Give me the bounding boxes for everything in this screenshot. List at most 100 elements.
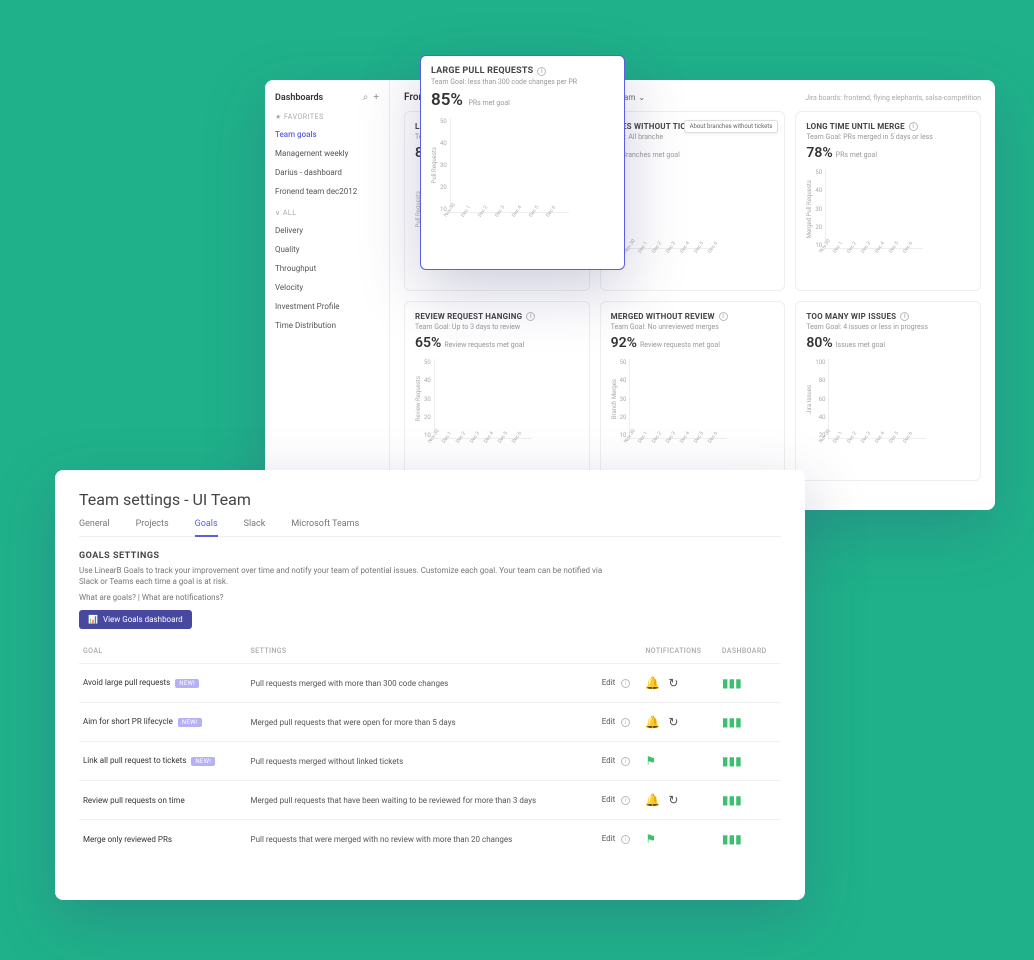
card-subtitle: Team Goal: Up to 3 days to review — [415, 323, 579, 331]
dashboards-sidebar: Dashboards ⌕ + ★ FAVORITES Team goalsMan… — [265, 80, 390, 510]
sidebar-item-management-weekly[interactable]: Management weekly — [275, 144, 379, 163]
sidebar-item-time-distribution[interactable]: Time Distribution — [275, 316, 379, 335]
info-icon[interactable]: i — [621, 796, 630, 805]
col-settings: SETTINGS — [247, 647, 598, 664]
tab-slack[interactable]: Slack — [244, 519, 266, 536]
goal-settings-text: Pull requests that were merged with no r… — [247, 820, 598, 859]
popup-subtitle: Team Goal: less than 300 code changes pe… — [431, 78, 614, 86]
col-notifications: NOTIFICATIONS — [641, 647, 718, 664]
sidebar-item-quality[interactable]: Quality — [275, 240, 379, 259]
card-pct-label: PRs met goal — [836, 151, 877, 159]
bar-chart-icon[interactable]: ▮▮▮ — [722, 754, 742, 768]
edit-link[interactable]: Edit — [602, 756, 616, 765]
card-title: TOO MANY WIP ISSUES — [806, 312, 896, 321]
sidebar-item-delivery[interactable]: Delivery — [275, 221, 379, 240]
sidebar-item-velocity[interactable]: Velocity — [275, 278, 379, 297]
card-pct-label: Issues met goal — [836, 341, 885, 349]
sidebar-item-team-goals[interactable]: Team goals — [275, 125, 379, 144]
goal-settings-text: Pull requests merged without linked tick… — [247, 742, 598, 781]
tab-general[interactable]: General — [79, 519, 110, 536]
card-pct-label: Branches met goal — [622, 151, 680, 159]
new-badge: NEW! — [191, 757, 215, 766]
bar-chart-icon[interactable]: ▮▮▮ — [722, 793, 742, 807]
repeat-icon[interactable]: ↻ — [668, 793, 678, 807]
col-dashboard: DASHBOARD — [718, 647, 781, 664]
card-subtitle: Team Goal: PRs merged in 5 days or less — [806, 133, 970, 141]
bar-chart-icon[interactable]: ▮▮▮ — [722, 715, 742, 729]
info-icon[interactable]: i — [537, 67, 546, 76]
tab-goals[interactable]: Goals — [195, 519, 218, 537]
info-icon[interactable]: i — [621, 679, 630, 688]
all-section-label[interactable]: ∨ ALL — [275, 209, 379, 217]
info-icon[interactable]: i — [909, 122, 918, 131]
edit-link[interactable]: Edit — [602, 795, 616, 804]
info-icon[interactable]: i — [900, 312, 909, 321]
goal-settings-text: Pull requests merged with more than 300 … — [247, 664, 598, 703]
metric-card-long-merge[interactable]: LONG TIME UNTIL MERGE i Team Goal: PRs me… — [795, 111, 981, 291]
edit-link[interactable]: Edit — [602, 834, 616, 843]
edit-link[interactable]: Edit — [602, 678, 616, 687]
chart-icon: 📊 — [88, 615, 98, 624]
goal-row: Merge only reviewed PRs Pull requests tha… — [79, 820, 781, 859]
goals-settings-description: Use LinearB Goals to track your improvem… — [79, 565, 609, 587]
popup-pct: 85% — [431, 90, 463, 110]
sidebar-item-investment-profile[interactable]: Investment Profile — [275, 297, 379, 316]
help-link-goals[interactable]: What are goals? — [79, 593, 136, 602]
jira-boards-label: Jira boards: frontend, flying elephants,… — [805, 94, 981, 102]
search-icon[interactable]: ⌕ — [363, 92, 369, 103]
goal-name: Merge only reviewed PRs — [83, 835, 172, 844]
goal-settings-text: Merged pull requests that were open for … — [247, 703, 598, 742]
metric-card-review-hanging[interactable]: REVIEW REQUEST HANGING i Team Goal: Up to… — [404, 301, 590, 481]
favorites-section-label: ★ FAVORITES — [275, 113, 379, 121]
tab-projects[interactable]: Projects — [136, 519, 169, 536]
card-pct-label: Review requests met goal — [640, 341, 720, 349]
sidebar-title: Dashboards — [275, 93, 323, 103]
settings-tabs: General Projects Goals Slack Microsoft Teams — [79, 519, 781, 537]
info-icon[interactable]: i — [719, 312, 728, 321]
card-title: LONG TIME UNTIL MERGE — [806, 122, 904, 131]
sidebar-item-throughput[interactable]: Throughput — [275, 259, 379, 278]
sidebar-item-fronend-team-dec2012[interactable]: Fronend team dec2012 — [275, 182, 379, 201]
popup-title: LARGE PULL REQUESTS — [431, 66, 533, 76]
repeat-icon[interactable]: ↻ — [668, 676, 678, 690]
sidebar-item-darius-dashboard[interactable]: Darius - dashboard — [275, 163, 379, 182]
info-icon[interactable]: i — [526, 312, 535, 321]
bar-chart-icon[interactable]: ▮▮▮ — [722, 676, 742, 690]
card-pct: 65% — [415, 335, 441, 351]
team-settings-window: Team settings - UI Team GeneralProjectsG… — [55, 470, 805, 900]
repeat-icon[interactable]: ↻ — [668, 715, 678, 729]
card-subtitle: Team Goal: No unreviewed merges — [611, 323, 775, 331]
card-title: REVIEW REQUEST HANGING — [415, 312, 522, 321]
card-title: MERGED WITHOUT REVIEW — [611, 312, 715, 321]
metric-card-wip-issues[interactable]: TOO MANY WIP ISSUES iTeam Goal: 4 issues… — [795, 301, 981, 481]
metric-card-merged-no-review[interactable]: MERGED WITHOUT REVIEW i Team Goal: No unr… — [600, 301, 786, 481]
goal-name: Avoid large pull requests — [83, 678, 170, 687]
goals-settings-header: GOALS SETTINGS — [79, 551, 781, 561]
view-goals-dashboard-button[interactable]: 📊 View Goals dashboard — [79, 610, 192, 629]
tab-microsoft-teams[interactable]: Microsoft Teams — [291, 519, 359, 536]
flag-icon[interactable]: ⚑ — [645, 754, 656, 768]
new-badge: NEW! — [175, 679, 199, 688]
bar-chart-icon[interactable]: ▮▮▮ — [722, 832, 742, 846]
bell-icon[interactable]: 🔔 — [645, 715, 660, 729]
col-goal: GOAL — [79, 647, 247, 664]
tooltip-chip: About branches without tickets — [684, 120, 779, 133]
bell-icon[interactable]: 🔔 — [645, 793, 660, 807]
add-icon[interactable]: + — [373, 92, 379, 103]
new-badge: NEW! — [178, 718, 202, 727]
popup-pct-label: PRs met goal — [468, 99, 509, 107]
goals-table: GOAL SETTINGS NOTIFICATIONS DASHBOARD Av… — [79, 647, 781, 858]
bell-icon[interactable]: 🔔 — [645, 676, 660, 690]
goal-row: Aim for short PR lifecycle NEW! Merged pul… — [79, 703, 781, 742]
metric-card-branches-no-tickets[interactable]: CHES WITHOUT TICKETS iGoal: All branche5… — [600, 111, 786, 291]
edit-link[interactable]: Edit — [602, 717, 616, 726]
goal-name: Aim for short PR lifecycle — [83, 717, 173, 726]
goal-name: Link all pull request to tickets — [83, 756, 186, 765]
card-pct: 80% — [806, 335, 832, 351]
info-icon[interactable]: i — [621, 718, 630, 727]
flag-icon[interactable]: ⚑ — [645, 832, 656, 846]
info-icon[interactable]: i — [621, 835, 630, 844]
help-link-notifications[interactable]: What are notifications? — [142, 593, 224, 602]
large-pr-popup-card: LARGE PULL REQUESTS i Team Goal: less th… — [420, 55, 625, 270]
info-icon[interactable]: i — [621, 757, 630, 766]
